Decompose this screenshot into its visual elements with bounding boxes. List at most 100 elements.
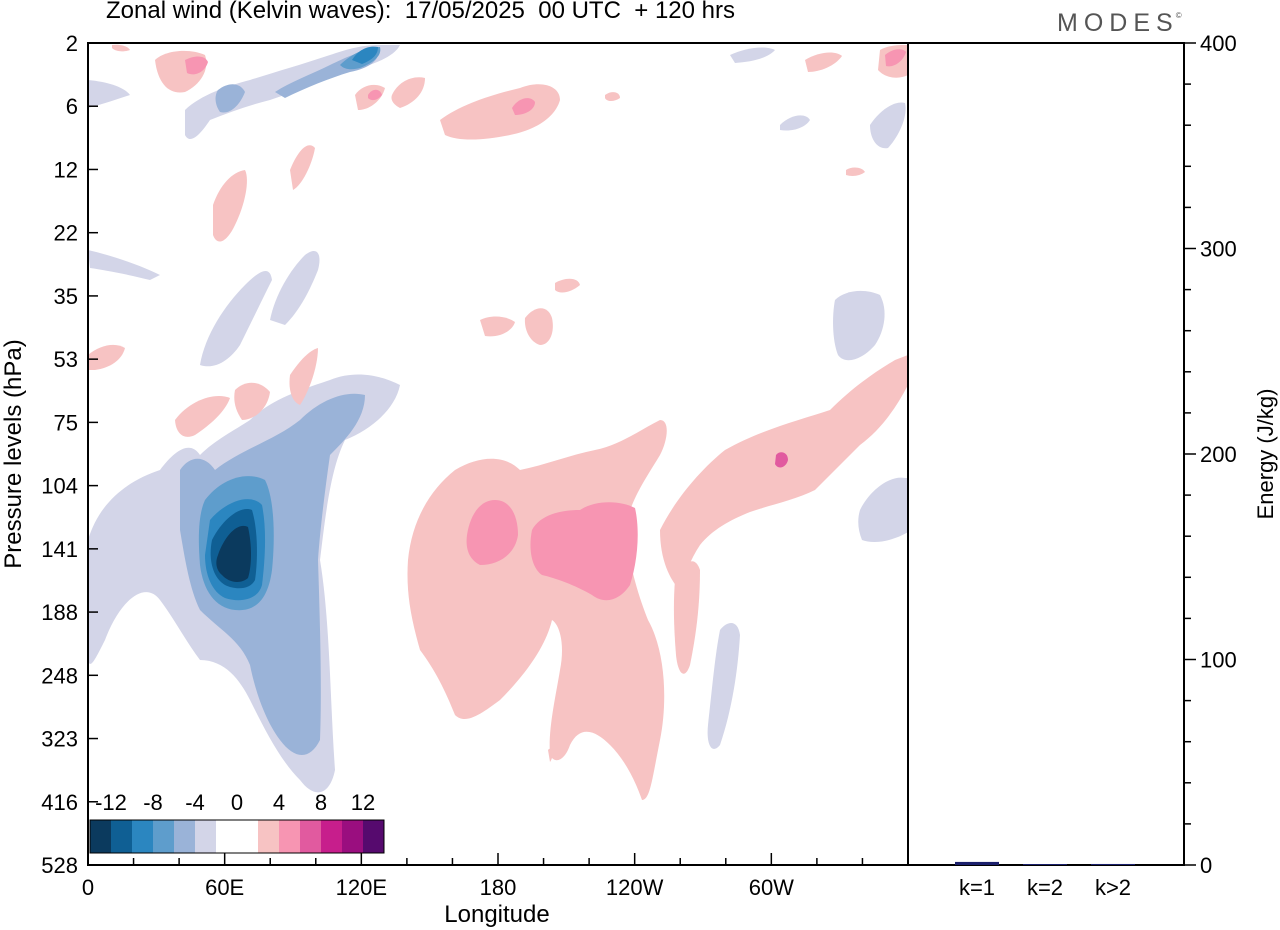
contour-13	[270, 250, 320, 325]
colorbar: -12 -8 -4 0 4 8 12	[89, 790, 385, 854]
logo-text: MODES	[1057, 9, 1179, 37]
energy-tick-label: 200	[1200, 442, 1237, 467]
colorbar-label: 0	[231, 790, 243, 815]
chart-title: Zonal wind (Kelvin waves): 17/05/2025 00…	[106, 0, 735, 24]
contour-14	[833, 290, 885, 361]
contour-40	[289, 348, 318, 405]
contour-46	[290, 145, 315, 190]
colorbar-swatch-10	[300, 820, 321, 853]
colorbar-label: -8	[143, 790, 163, 815]
contour-43	[885, 49, 906, 67]
contour-28	[512, 98, 535, 115]
contour-41	[88, 344, 125, 370]
contour-5	[216, 525, 251, 582]
x-axis: 0 60E 120E 180 120W 60W	[82, 853, 909, 900]
contour-16	[707, 623, 740, 749]
contour-field	[88, 44, 908, 800]
contour-31	[391, 77, 425, 108]
contour-21	[407, 420, 667, 800]
y-tick-label: 323	[41, 727, 78, 752]
y-tick-label: 22	[54, 221, 78, 246]
colorbar-swatch-1	[111, 820, 132, 853]
contour-38	[175, 396, 230, 437]
contour-45	[846, 167, 865, 176]
colorbar-swatch-12	[342, 820, 363, 853]
energy-bar	[1091, 863, 1135, 865]
contour-49	[548, 748, 553, 762]
contour-39	[234, 382, 270, 420]
contour-44	[805, 52, 842, 72]
contour-37	[555, 278, 580, 293]
y-tick-label: 53	[54, 347, 78, 372]
energy-axis-label: Energy (J/kg)	[1253, 389, 1278, 520]
contour-19	[870, 102, 906, 149]
contour-15	[858, 477, 908, 543]
contour-34	[213, 170, 247, 242]
colorbar-label: -4	[185, 790, 205, 815]
x-axis-label: Longitude	[444, 901, 549, 928]
colorbar-swatch-7	[237, 820, 258, 853]
energy-bars: k=1 k=2 k>2	[955, 861, 1135, 900]
colorbar-swatch-8	[258, 820, 279, 853]
colorbar-label: 12	[351, 790, 375, 815]
energy-category-label: k>2	[1095, 875, 1131, 900]
energy-tick-label: 0	[1200, 853, 1212, 878]
contour-10	[215, 84, 245, 113]
energy-axis: 0 100 200 300 400	[1184, 31, 1237, 878]
y-tick-label: 141	[41, 537, 78, 562]
x-tick-label: 120W	[606, 875, 664, 900]
colorbar-label: 8	[315, 790, 327, 815]
colorbar-swatch-0	[90, 820, 111, 853]
modes-logo: MODES©	[1057, 9, 1185, 38]
energy-category-label: k=2	[1027, 875, 1063, 900]
colorbar-swatch-9	[279, 820, 300, 853]
colorbar-swatch-5	[195, 820, 216, 853]
colorbar-swatch-11	[321, 820, 342, 853]
contour-17	[88, 80, 130, 108]
y-tick-label: 12	[54, 157, 78, 182]
x-tick-label: 0	[82, 875, 94, 900]
y-axis: 2 6 12 22 35 53 75 104 141 188 248 323 416 528	[41, 31, 98, 878]
colorbar-swatch-6	[216, 820, 237, 853]
x-tick-label: 120E	[336, 875, 387, 900]
y-axis-label: Pressure levels (hPa)	[0, 339, 27, 568]
contour-33	[368, 89, 382, 101]
x-tick-label: 60E	[205, 875, 244, 900]
y-tick-label: 6	[66, 94, 78, 119]
x-tick-label: 60W	[749, 875, 794, 900]
colorbar-swatch-2	[132, 820, 153, 853]
contour-27	[440, 84, 560, 140]
y-tick-label: 416	[41, 790, 78, 815]
y-tick-label: 104	[41, 474, 78, 499]
colorbar-frame	[89, 819, 385, 854]
x-tick-label: 180	[480, 875, 517, 900]
y-tick-label: 75	[54, 410, 78, 435]
contour-23	[673, 561, 700, 674]
contour-30	[185, 56, 208, 75]
contour-47	[605, 92, 620, 101]
energy-frame	[907, 42, 1185, 866]
y-tick-label: 188	[41, 600, 78, 625]
colorbar-swatch-3	[153, 820, 174, 853]
energy-tick-label: 300	[1200, 237, 1237, 262]
contour-9	[352, 46, 378, 64]
contour-26	[775, 452, 788, 468]
energy-category-label: k=1	[959, 875, 995, 900]
colorbar-swatch-13	[363, 820, 384, 853]
energy-bar	[955, 861, 999, 865]
contour-22	[660, 355, 908, 590]
colorbar-swatch-4	[174, 820, 195, 853]
contour-36	[524, 308, 553, 345]
y-tick-label: 2	[66, 31, 78, 56]
energy-tick-label: 100	[1200, 648, 1237, 673]
contour-35	[480, 316, 515, 337]
contour-24	[466, 500, 518, 565]
logo-mark: ©	[1175, 11, 1182, 20]
contour-25	[530, 502, 638, 601]
y-tick-label: 528	[41, 853, 78, 878]
colorbar-label: 4	[273, 790, 285, 815]
contour-12	[200, 270, 272, 367]
contour-11	[88, 250, 160, 280]
energy-bar	[1023, 864, 1067, 865]
